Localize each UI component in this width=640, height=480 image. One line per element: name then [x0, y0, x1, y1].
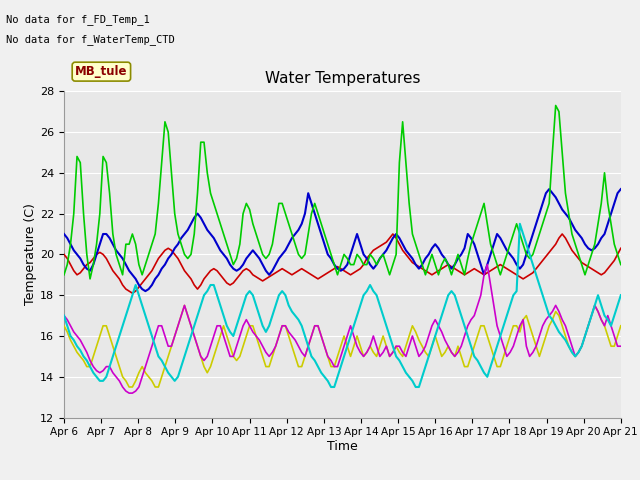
CondTemp	[483, 262, 491, 267]
FR_temp_B	[226, 262, 234, 267]
MDTemp_A	[102, 374, 110, 380]
FR_temp_C	[392, 252, 400, 257]
FR_temp_B	[141, 288, 149, 294]
CondTemp	[360, 353, 367, 359]
X-axis label: Time: Time	[327, 440, 358, 453]
MDTemp_A	[60, 313, 68, 319]
WaterT	[60, 323, 68, 329]
FR_temp_C	[617, 262, 625, 267]
FR_temp_A	[129, 290, 136, 296]
WaterT	[617, 323, 625, 329]
Line: FR_temp_B: FR_temp_B	[64, 189, 621, 291]
FR_temp_C	[243, 201, 250, 206]
MDTemp_A	[617, 292, 625, 298]
Text: MB_tule: MB_tule	[75, 65, 127, 78]
WaterT	[125, 384, 133, 390]
Line: WaterT: WaterT	[64, 305, 621, 387]
FR_temp_A	[617, 245, 625, 251]
Line: FR_temp_C: FR_temp_C	[64, 106, 621, 279]
Line: FR_temp_A: FR_temp_A	[64, 234, 621, 293]
FR_temp_A	[314, 276, 322, 282]
Legend: FR_temp_A, FR_temp_B, FR_temp_C, WaterT, CondTemp, MDTemp_A: FR_temp_A, FR_temp_B, FR_temp_C, WaterT,…	[43, 479, 640, 480]
FR_temp_A	[60, 252, 68, 257]
FR_temp_C	[552, 103, 559, 108]
FR_temp_B	[243, 255, 250, 261]
Line: MDTemp_A: MDTemp_A	[64, 224, 621, 387]
FR_temp_B	[617, 186, 625, 192]
MDTemp_A	[223, 323, 230, 329]
WaterT	[246, 323, 253, 329]
FR_temp_C	[360, 262, 367, 267]
Text: No data for f_FD_Temp_1: No data for f_FD_Temp_1	[6, 14, 150, 25]
WaterT	[180, 302, 188, 308]
MDTemp_A	[360, 292, 367, 298]
MDTemp_A	[239, 302, 247, 308]
FR_temp_A	[226, 282, 234, 288]
FR_temp_C	[226, 252, 234, 257]
CondTemp	[226, 353, 234, 359]
MDTemp_A	[327, 384, 335, 390]
CondTemp	[392, 343, 400, 349]
FR_temp_B	[60, 231, 68, 237]
FR_temp_A	[243, 266, 250, 272]
FR_temp_B	[102, 231, 110, 237]
FR_temp_B	[314, 221, 322, 227]
Line: CondTemp: CondTemp	[64, 264, 621, 393]
WaterT	[230, 353, 237, 359]
FR_temp_B	[360, 252, 367, 257]
FR_temp_C	[60, 272, 68, 277]
CondTemp	[102, 364, 110, 370]
WaterT	[102, 323, 110, 329]
FR_temp_A	[102, 255, 110, 261]
CondTemp	[60, 313, 68, 319]
WaterT	[363, 349, 371, 355]
WaterT	[317, 333, 325, 339]
MDTemp_A	[392, 353, 400, 359]
FR_temp_A	[360, 262, 367, 267]
MDTemp_A	[311, 358, 319, 363]
WaterT	[396, 349, 403, 355]
Title: Water Temperatures: Water Temperatures	[265, 71, 420, 86]
CondTemp	[617, 343, 625, 349]
FR_temp_C	[106, 190, 113, 196]
MDTemp_A	[516, 221, 524, 227]
Y-axis label: Temperature (C): Temperature (C)	[24, 204, 37, 305]
CondTemp	[243, 317, 250, 323]
FR_temp_C	[86, 276, 94, 282]
CondTemp	[314, 323, 322, 329]
FR_temp_A	[396, 241, 403, 247]
FR_temp_A	[389, 231, 397, 237]
CondTemp	[125, 390, 133, 396]
FR_temp_B	[392, 231, 400, 237]
FR_temp_C	[314, 211, 322, 216]
FR_temp_B	[545, 186, 553, 192]
Text: No data for f_WaterTemp_CTD: No data for f_WaterTemp_CTD	[6, 34, 175, 45]
